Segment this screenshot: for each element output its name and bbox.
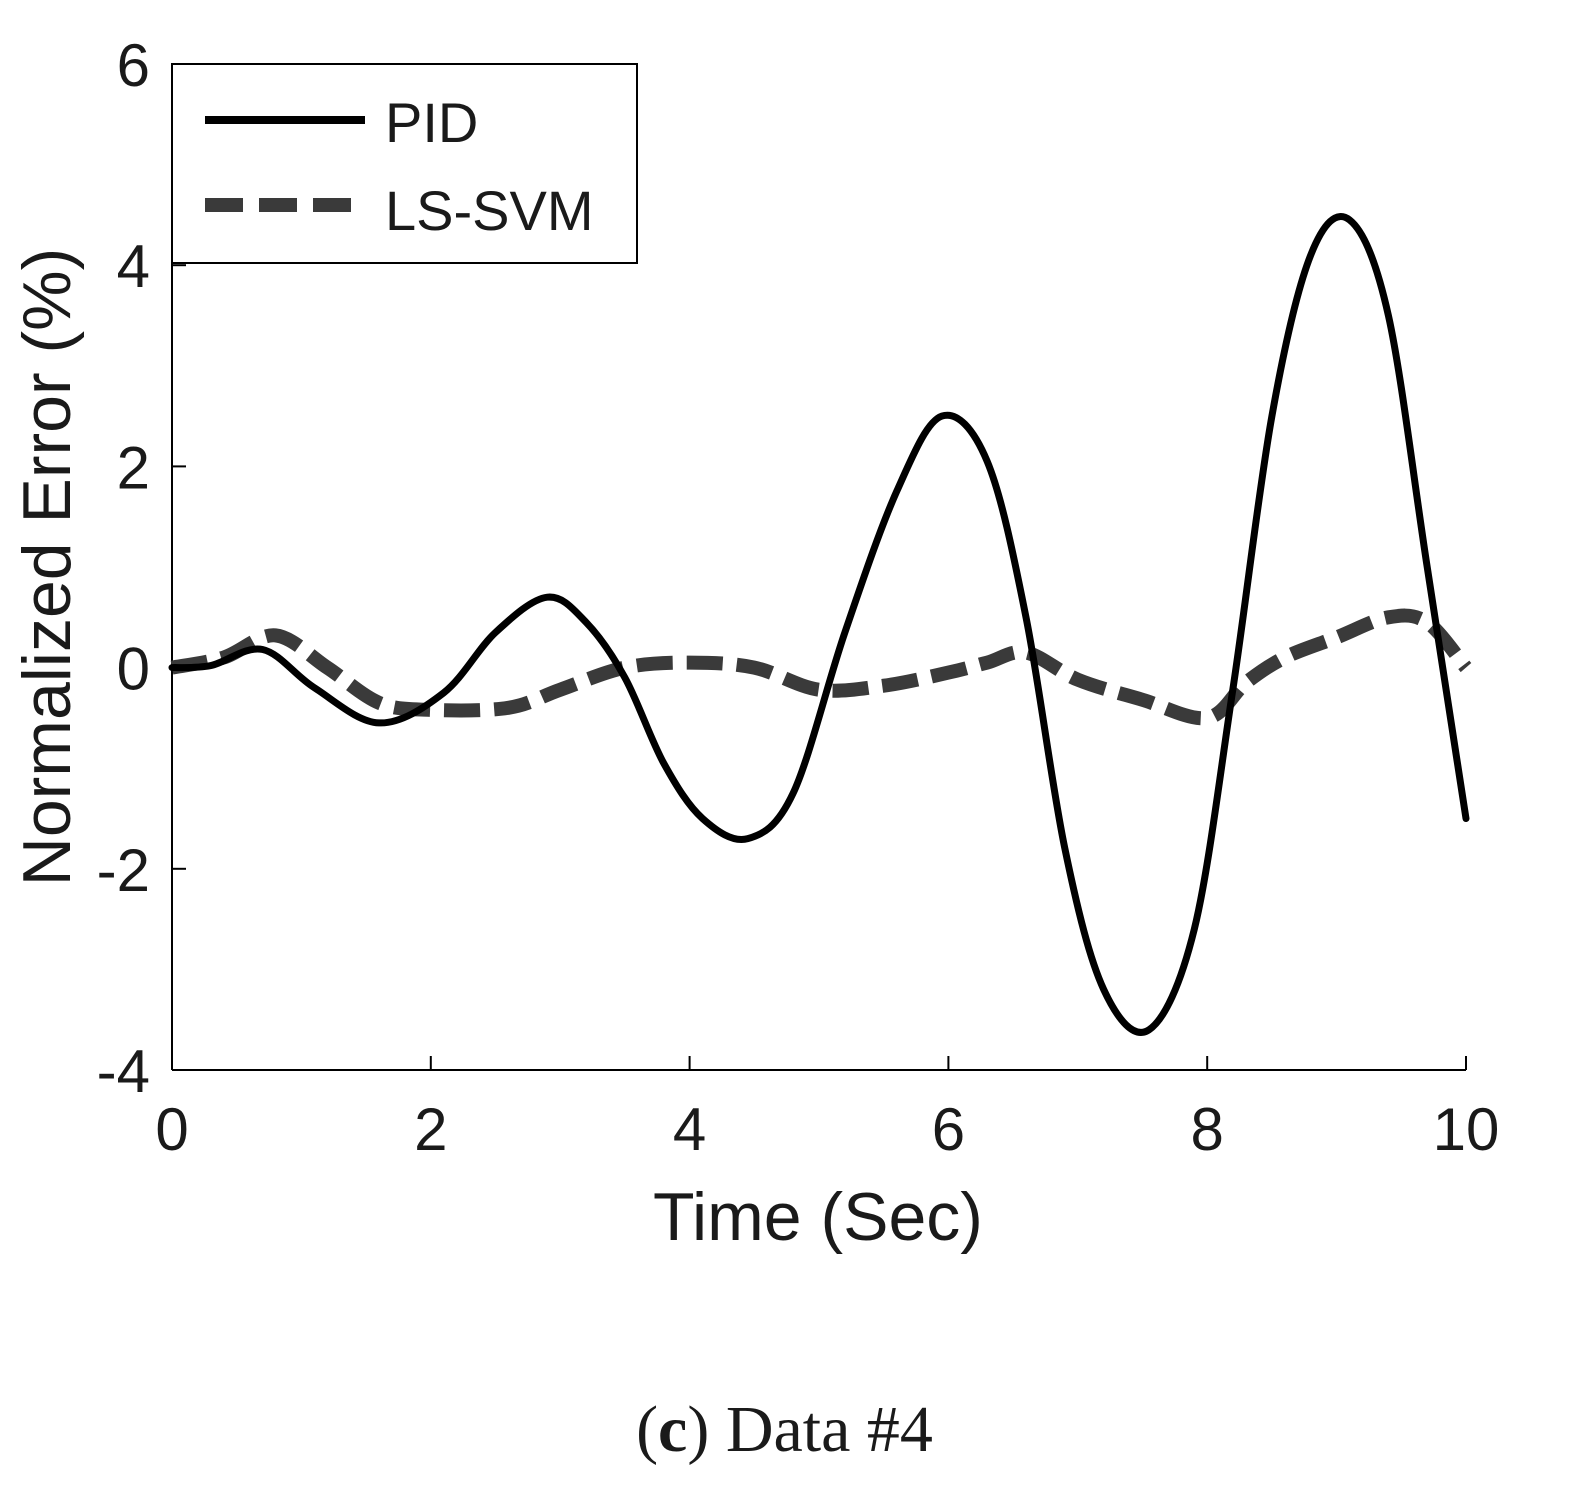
x-tick-label: 2: [414, 1096, 447, 1163]
y-tick-label: 4: [117, 233, 150, 300]
x-tick-label: 8: [1191, 1096, 1224, 1163]
y-tick-label: 2: [117, 434, 150, 501]
x-tick-label: 6: [932, 1096, 965, 1163]
legend-label-ls-svm: LS-SVM: [385, 179, 594, 242]
legend-label-pid: PID: [385, 91, 478, 154]
legend: PID LS-SVM: [171, 63, 638, 264]
y-tick-label: -4: [97, 1038, 150, 1105]
y-tick-label: 0: [117, 636, 150, 703]
x-axis-title: Time (Sec): [653, 1179, 983, 1255]
series-line-ls-svm: [170, 608, 1472, 726]
x-tick-label: 4: [673, 1096, 706, 1163]
legend-box: [171, 63, 638, 264]
y-tick-label: 6: [117, 32, 150, 99]
y-axis-title: Normalized Error (%): [9, 248, 85, 887]
caption-text: Data #4: [709, 1393, 933, 1466]
caption-letter: c: [658, 1393, 688, 1466]
x-tick-label: 0: [155, 1096, 188, 1163]
line-chart: 0 2 4 6 8 10 -4 -2 0 2 4 6 Time (Sec) Normalized E…: [9, 32, 1500, 1255]
series-line-pid: [168, 213, 1470, 1036]
figure-caption: (c) Data #4: [636, 1393, 933, 1466]
x-tick-label: 10: [1433, 1096, 1500, 1163]
y-tick-label: -2: [97, 837, 150, 904]
